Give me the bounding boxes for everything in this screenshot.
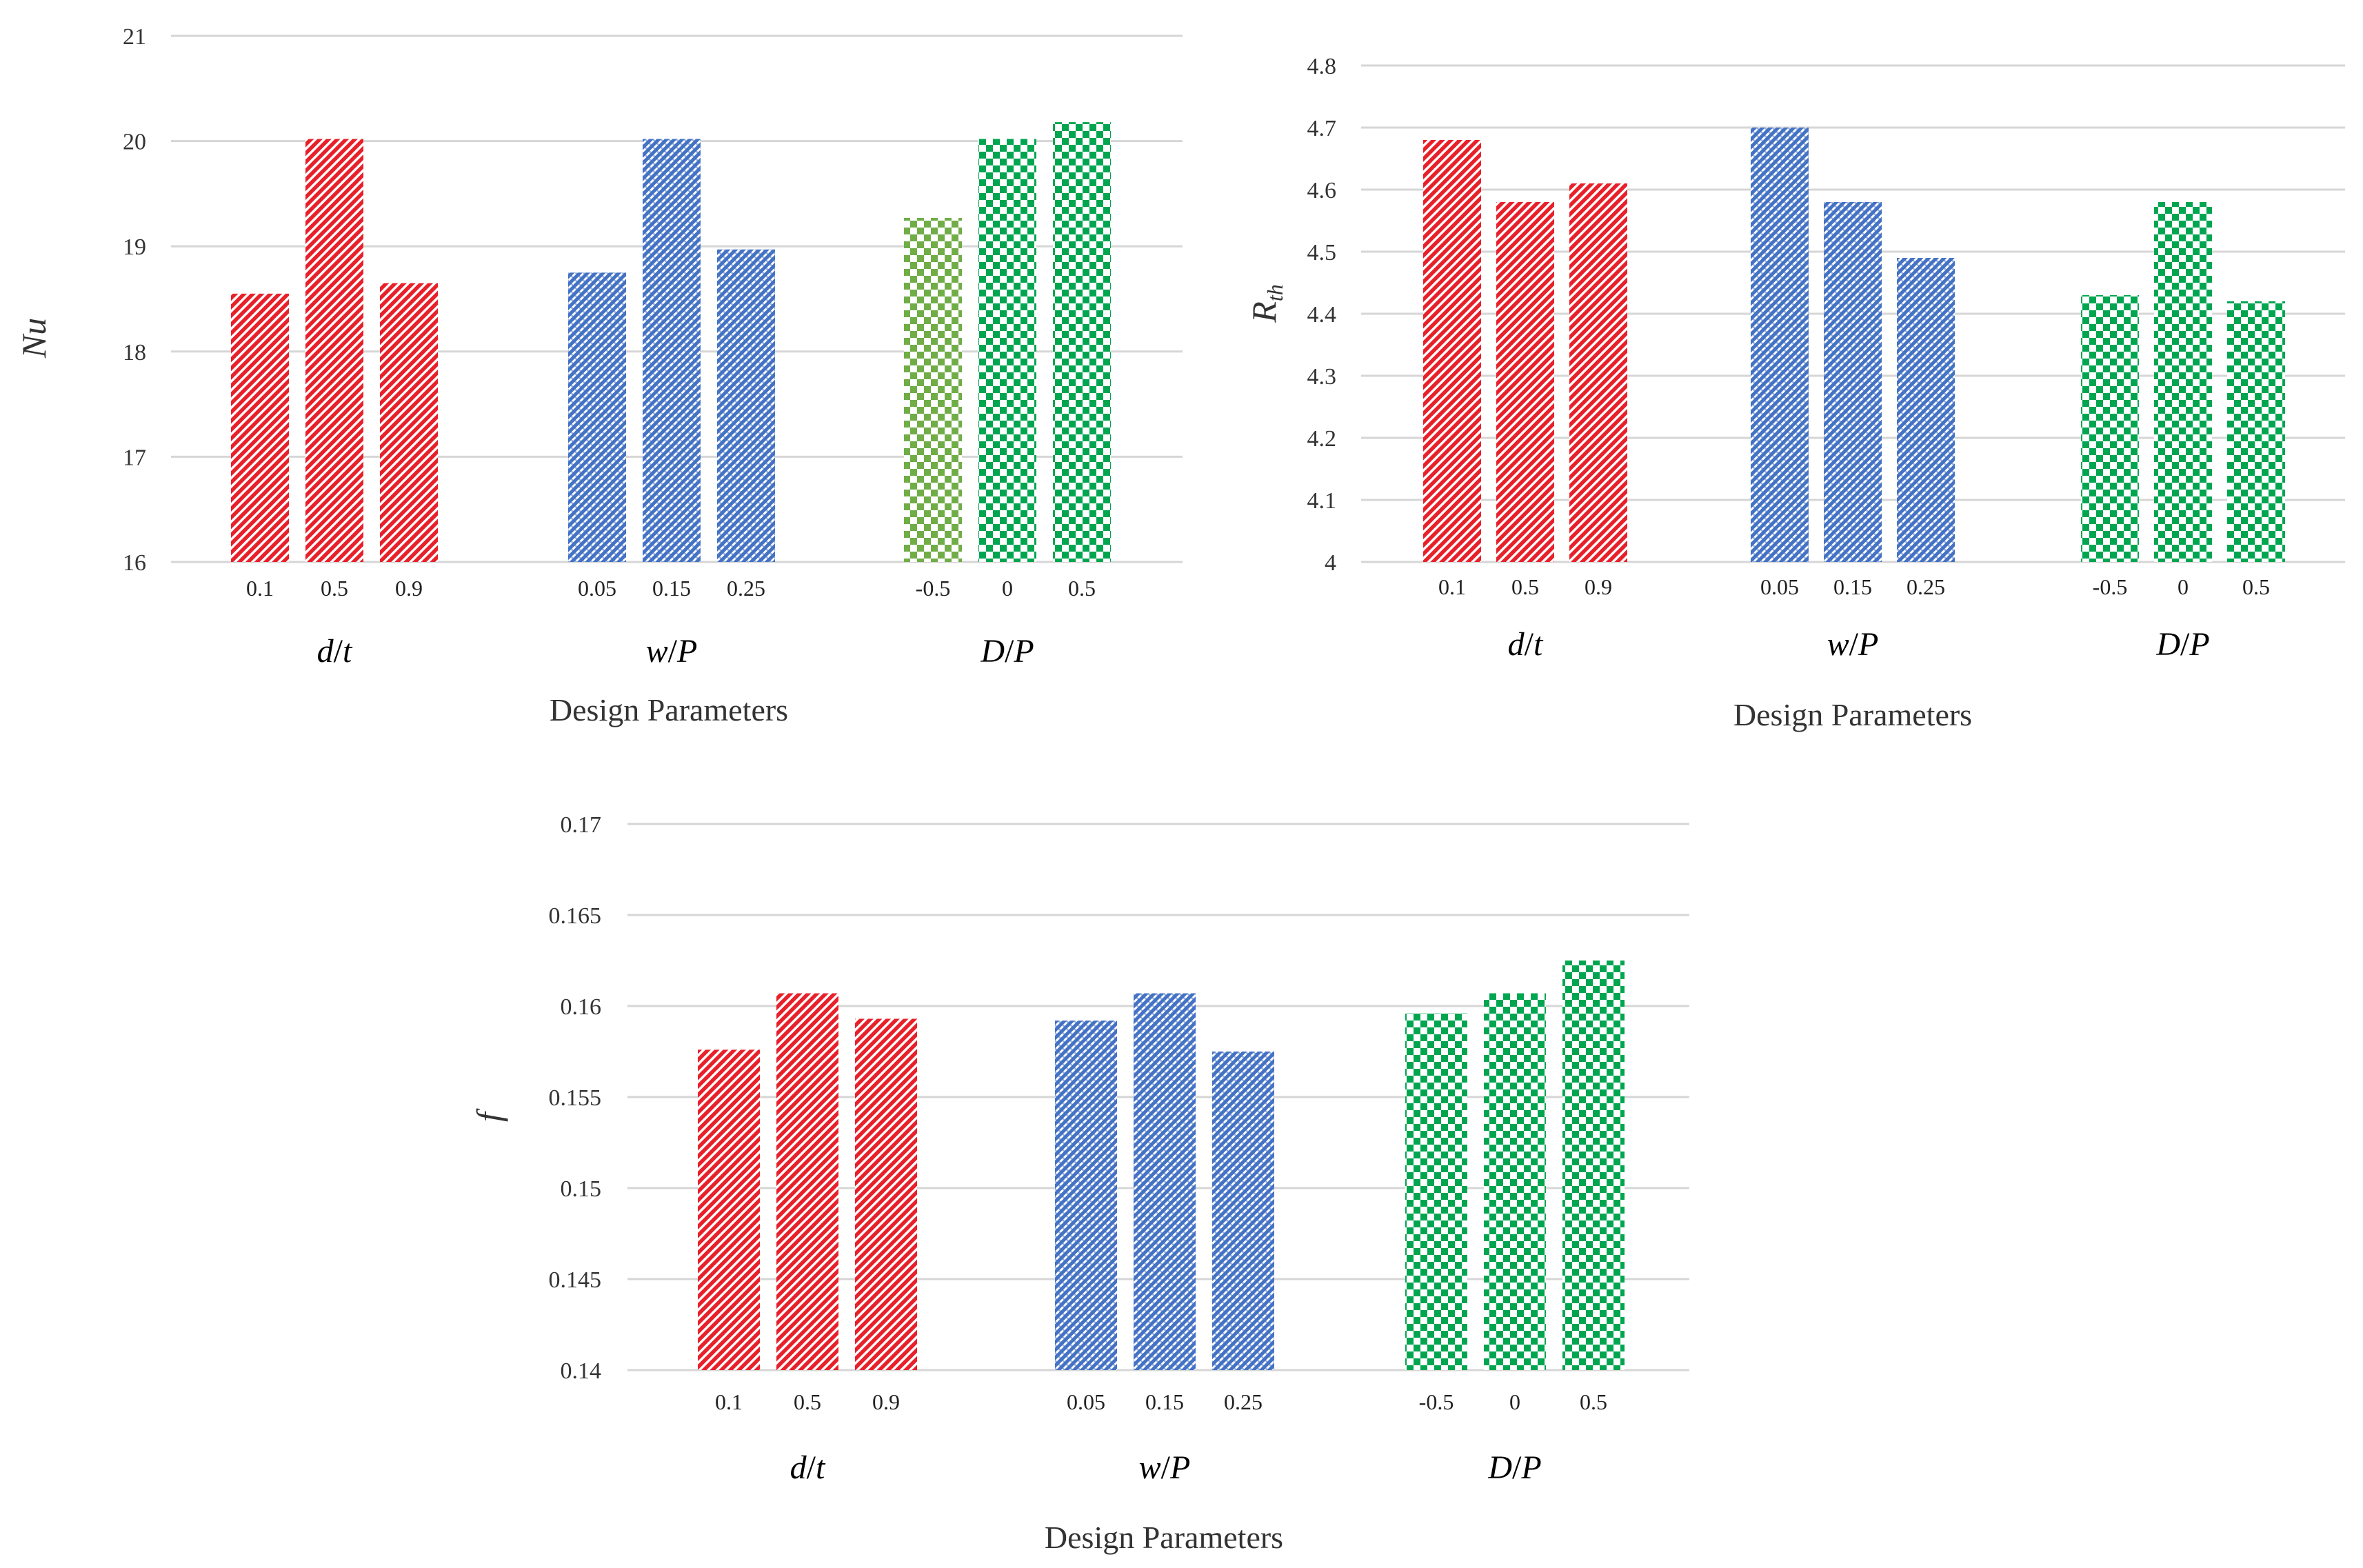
bar-f-green-0 xyxy=(1405,1013,1467,1370)
bar-f-green-2 xyxy=(1562,961,1625,1370)
x-tick-label: 0.1 xyxy=(1438,574,1466,599)
bar-rth-blue-2 xyxy=(1897,258,1955,562)
x-tick-label: -0.5 xyxy=(916,576,951,601)
y-tick-label: 4.3 xyxy=(1307,364,1337,390)
chart-nu: 16 17 18 19 20 21 0.1 0.5 0.9 d/t 0.05 0.15 0.25 w/P -… xyxy=(14,24,1183,727)
bar-nu-blue-0 xyxy=(568,272,626,562)
y-tick-label: 0.165 xyxy=(549,903,602,929)
x-axis-title: Design Parameters xyxy=(550,692,788,727)
bar-nu-green-0 xyxy=(904,217,962,562)
x-tick-label: -0.5 xyxy=(2093,574,2128,599)
bar-nu-red-2 xyxy=(380,283,438,562)
group-label: D/P xyxy=(2155,626,2209,663)
y-tick-label: 0.145 xyxy=(549,1267,602,1293)
x-tick-label: 0.05 xyxy=(1760,574,1799,599)
group-label: d/t xyxy=(317,633,353,670)
y-tick-label: 4.4 xyxy=(1307,302,1337,328)
y-tick-label: 0.155 xyxy=(549,1085,602,1111)
y-axis-title: Rth xyxy=(1245,284,1287,323)
bar-nu-blue-2 xyxy=(717,249,775,562)
y-tick-label: 18 xyxy=(123,340,146,365)
bar-rth-green-0 xyxy=(2081,295,2139,562)
bar-f-blue-2 xyxy=(1212,1052,1274,1370)
group-label: w/P xyxy=(646,633,698,670)
bar-rth-red-2 xyxy=(1569,183,1627,562)
y-tick-label: 4.2 xyxy=(1307,426,1337,452)
bar-f-blue-1 xyxy=(1134,993,1196,1370)
x-tick-label: 0.15 xyxy=(652,576,691,601)
x-tick-label: 0.5 xyxy=(1068,576,1096,601)
x-tick-label: 0.25 xyxy=(1224,1389,1263,1414)
y-tick-label: 4.6 xyxy=(1307,178,1337,203)
bar-f-red-2 xyxy=(855,1018,917,1370)
x-tick-label: 0.9 xyxy=(872,1389,900,1414)
x-axis-title: Design Parameters xyxy=(1733,697,1972,732)
y-tick-label: 4.5 xyxy=(1307,240,1337,265)
x-tick-label: 0.25 xyxy=(1907,574,1945,599)
bar-rth-green-1 xyxy=(2154,202,2212,562)
x-tick-label: 0 xyxy=(1002,576,1013,601)
bar-f-red-1 xyxy=(776,993,838,1370)
group-label: w/P xyxy=(1827,626,1879,663)
x-tick-label: 0.05 xyxy=(578,576,616,601)
bar-f-blue-0 xyxy=(1055,1021,1117,1370)
bar-nu-red-1 xyxy=(305,139,363,563)
x-axis-title: Design Parameters xyxy=(1045,1520,1283,1555)
x-tick-label: 0.9 xyxy=(1585,574,1612,599)
group-label: d/t xyxy=(790,1449,826,1486)
bar-rth-red-1 xyxy=(1496,202,1554,562)
x-tick-label: 0.5 xyxy=(794,1389,821,1414)
x-tick-label: -0.5 xyxy=(1419,1389,1454,1414)
group-label: D/P xyxy=(980,633,1034,670)
bar-f-green-1 xyxy=(1484,993,1546,1370)
y-tick-label: 4.8 xyxy=(1307,54,1337,79)
y-tick-label: 4.1 xyxy=(1307,488,1337,514)
x-tick-label: 0.1 xyxy=(246,576,274,601)
x-tick-label: 0.5 xyxy=(1580,1389,1607,1414)
x-tick-label: 0 xyxy=(2178,574,2189,599)
y-tick-label: 0.17 xyxy=(561,812,602,838)
x-tick-label: 0.9 xyxy=(395,576,423,601)
bar-rth-red-0 xyxy=(1423,140,1481,562)
bar-nu-blue-1 xyxy=(643,139,701,563)
group-label: D/P xyxy=(1487,1449,1541,1486)
y-tick-label: 0.16 xyxy=(561,994,602,1020)
y-tick-label: 4 xyxy=(1325,550,1336,576)
bar-rth-blue-0 xyxy=(1751,128,1809,562)
x-tick-label: 0.05 xyxy=(1067,1389,1105,1414)
bar-rth-green-2 xyxy=(2227,301,2285,562)
y-tick-label: 21 xyxy=(123,24,146,50)
y-tick-label: 0.14 xyxy=(561,1358,602,1384)
x-tick-label: 0.15 xyxy=(1833,574,1872,599)
y-tick-label: 16 xyxy=(123,550,146,576)
y-axis-title: Nu xyxy=(14,318,53,359)
bar-f-red-0 xyxy=(698,1049,760,1370)
chart-f: 0.14 0.145 0.15 0.155 0.16 0.165 0.17 0.1 0.5 0.9… xyxy=(470,812,1689,1555)
group-label: d/t xyxy=(1508,626,1544,663)
y-tick-label: 0.15 xyxy=(561,1176,602,1202)
x-tick-label: 0.1 xyxy=(715,1389,743,1414)
y-tick-label: 19 xyxy=(123,234,146,260)
y-tick-label: 17 xyxy=(123,445,146,470)
y-axis-title: f xyxy=(470,1108,508,1122)
group-label: w/P xyxy=(1139,1449,1191,1486)
bar-rth-blue-1 xyxy=(1824,202,1882,562)
bar-nu-green-1 xyxy=(978,139,1036,563)
x-tick-label: 0.5 xyxy=(1511,574,1539,599)
chart-rth: 4 4.1 4.2 4.3 4.4 4.5 4.6 4.7 4.8 0.1 0.5 0.9 d/t 0.0… xyxy=(1245,54,2345,732)
x-tick-label: 0.5 xyxy=(321,576,348,601)
x-tick-label: 0 xyxy=(1509,1389,1520,1414)
x-tick-label: 0.25 xyxy=(727,576,765,601)
x-tick-label: 0.5 xyxy=(2242,574,2270,599)
bar-nu-red-0 xyxy=(231,293,289,562)
y-tick-label: 20 xyxy=(123,130,146,155)
y-tick-label: 4.7 xyxy=(1307,116,1337,141)
bar-nu-green-2 xyxy=(1053,122,1111,562)
x-tick-label: 0.15 xyxy=(1145,1389,1184,1414)
